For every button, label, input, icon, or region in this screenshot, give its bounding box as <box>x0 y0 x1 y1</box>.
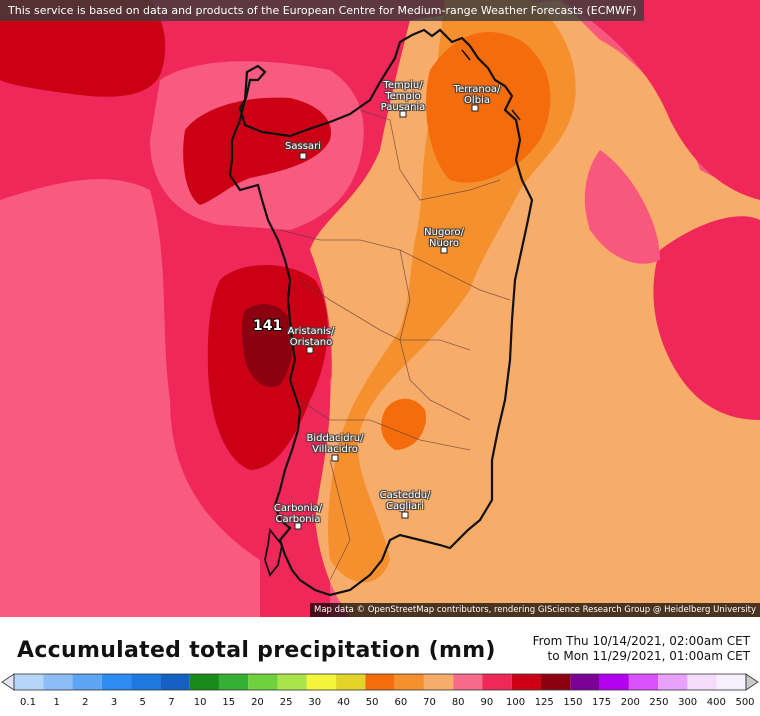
field-70-80 <box>310 0 760 617</box>
legend-tick-label: 175 <box>592 697 612 708</box>
time-period: From Thu 10/14/2021, 02:00am CET to Mon … <box>533 634 750 664</box>
field-80-90-e2 <box>584 150 660 264</box>
legend-swatch <box>482 674 512 690</box>
province-borders <box>279 109 511 581</box>
legend-swatch <box>306 674 337 690</box>
legend-tick-label: 300 <box>678 697 698 708</box>
city-label-olbia: Terranoa/ Olbia <box>453 84 501 106</box>
map-canvas <box>0 0 760 617</box>
city-marker-cagliari[interactable] <box>401 511 409 519</box>
legend-swatch <box>43 674 73 690</box>
legend-tick-label: 400 <box>706 697 726 708</box>
legend-swatch <box>628 674 659 690</box>
field-90-100-ne <box>560 0 760 200</box>
city-marker-oristano[interactable] <box>306 346 314 354</box>
legend-swatch <box>160 674 190 690</box>
legend-tick-label: 7 <box>168 697 175 708</box>
legend-tick-label: 0.1 <box>20 697 36 708</box>
legend-tick-label: 10 <box>193 697 207 708</box>
city-marker-carbonia[interactable] <box>294 522 302 530</box>
chart-title: Accumulated total precipitation (mm) <box>17 638 496 663</box>
legend-tick-label: 2 <box>82 697 89 708</box>
legend-border <box>13 673 747 691</box>
city-label-tempio: Tempiu/ Tempio Pausania <box>380 80 426 113</box>
legend-tick-label: 70 <box>423 697 436 708</box>
city-label-sassari: Sassari <box>285 141 321 152</box>
field-100-125-nw <box>0 0 166 97</box>
legend-tick-label: 90 <box>480 697 494 708</box>
field-125-150 <box>241 304 294 388</box>
legend-tick-label: 15 <box>222 697 236 708</box>
legend-swatch <box>336 674 366 690</box>
field-80-90-west <box>0 179 260 617</box>
island-sant-antioco <box>264 527 283 577</box>
legend-tick-label: 50 <box>365 697 379 708</box>
legend-swatch <box>716 674 746 690</box>
legend-swatch <box>72 674 102 690</box>
osm-attribution[interactable]: Map data © OpenStreetMap contributors, r… <box>310 603 760 617</box>
city-label-oristano: Aristanis/ Oristano <box>287 326 335 348</box>
legend-tick-label: 150 <box>563 697 583 708</box>
legend-tick-label: 40 <box>337 697 350 708</box>
legend-tick-label: 30 <box>308 697 322 708</box>
color-legend <box>0 667 760 716</box>
legend-swatch <box>101 674 132 690</box>
legend-tick-label: 100 <box>506 697 526 708</box>
coast-detail <box>461 49 521 121</box>
legend-tick-label: 25 <box>279 697 293 708</box>
precipitation-map[interactable]: This service is based on data and produc… <box>0 0 760 617</box>
legend-swatch <box>687 674 717 690</box>
legend-swatch <box>189 674 219 690</box>
legend-tick-label: 20 <box>251 697 264 708</box>
legend-bar <box>1 673 759 691</box>
city-marker-nuoro[interactable] <box>440 246 448 254</box>
legend-swatch <box>658 674 688 690</box>
field-90-100-e <box>653 216 760 420</box>
city-label-cagliari: Casteddu/ Cagliari <box>379 490 431 512</box>
city-marker-sassari[interactable] <box>299 152 307 160</box>
legend-tick-label: 5 <box>139 697 146 708</box>
coastline <box>228 28 534 597</box>
legend-swatch <box>218 674 249 690</box>
legend-tick-label: 60 <box>394 697 408 708</box>
ecmwf-attribution: This service is based on data and produc… <box>0 0 645 21</box>
period-from: From Thu 10/14/2021, 02:00am CET <box>532 634 750 648</box>
field-100-125-north <box>183 97 331 205</box>
legend-swatch <box>277 674 307 690</box>
city-marker-tempio[interactable] <box>399 110 407 118</box>
legend-swatch <box>248 674 278 690</box>
city-marker-olbia[interactable] <box>471 104 479 112</box>
legend-tick-label: 125 <box>534 697 554 708</box>
legend-arrow-high <box>745 673 759 691</box>
legend-swatch <box>453 674 483 690</box>
legend-swatch <box>570 674 600 690</box>
legend-swatch <box>14 674 44 690</box>
legend-tick-label: 250 <box>649 697 669 708</box>
city-label-villacidro: Biddacidru/ Villacidro <box>306 433 364 455</box>
maximum-value-label: 141 <box>253 318 283 334</box>
legend-tick-label: 80 <box>451 697 465 708</box>
field-50-60-south <box>381 398 426 450</box>
legend-tick-label: 3 <box>110 697 118 708</box>
legend-tick-label: 200 <box>620 697 640 708</box>
legend-swatch <box>394 674 424 690</box>
legend-arrow-low <box>1 673 15 691</box>
period-to: to Mon 11/29/2021, 01:00am CET <box>547 649 751 663</box>
legend-tick-label: 500 <box>735 697 755 708</box>
legend-swatch <box>541 674 571 690</box>
legend-swatch <box>365 674 395 690</box>
city-label-carbonia: Carbonia/ Carbonia <box>273 503 323 525</box>
legend-tick-label: 1 <box>53 697 60 708</box>
legend-swatch <box>511 674 542 690</box>
city-marker-villacidro[interactable] <box>331 454 339 462</box>
legend-swatch <box>599 674 629 690</box>
city-label-nuoro: Nugoro/ Nuoro <box>424 227 464 249</box>
legend-swatch <box>423 674 454 690</box>
legend-swatch <box>131 674 161 690</box>
